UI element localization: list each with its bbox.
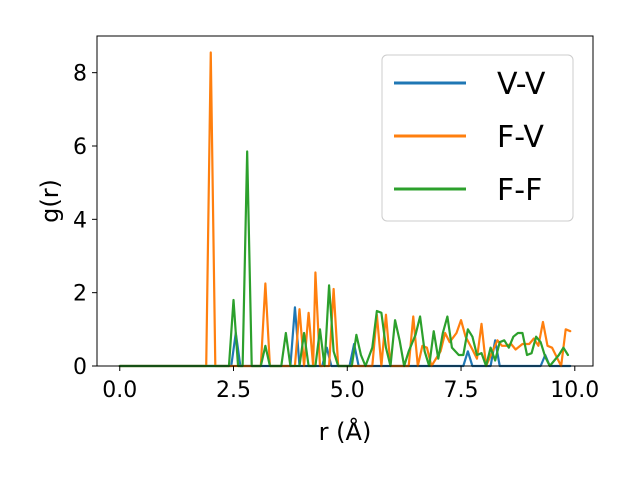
plot-frame (96, 35, 594, 367)
x-tick-label: 5.0 (330, 378, 365, 403)
legend: V-V F-V F-F (381, 54, 574, 222)
legend-label-v-v: V-V (497, 67, 546, 102)
series-line-f-v (118, 51, 572, 368)
y-tick-label: 8 (73, 62, 87, 87)
legend-frame (381, 54, 574, 222)
x-tick-label: 2.5 (216, 378, 251, 403)
x-tick-label: 7.5 (444, 378, 479, 403)
x-axis-label: r (Å) (319, 417, 372, 446)
x-axis-ticks: 0.0 2.5 5.0 7.5 10.0 (102, 366, 599, 403)
legend-label-f-v: F-V (497, 120, 544, 155)
series-line-f-f (118, 150, 570, 368)
y-tick-label: 2 (73, 282, 87, 307)
y-tick-label: 4 (73, 208, 87, 233)
x-tick-label: 0.0 (102, 378, 137, 403)
y-axis-ticks: 0 2 4 6 8 (73, 62, 97, 380)
y-tick-label: 6 (73, 135, 87, 160)
legend-label-f-f: F-F (497, 173, 542, 208)
y-axis-label: g(r) (36, 179, 64, 223)
y-tick-label: 0 (73, 355, 87, 380)
x-tick-label: 10.0 (550, 378, 599, 403)
